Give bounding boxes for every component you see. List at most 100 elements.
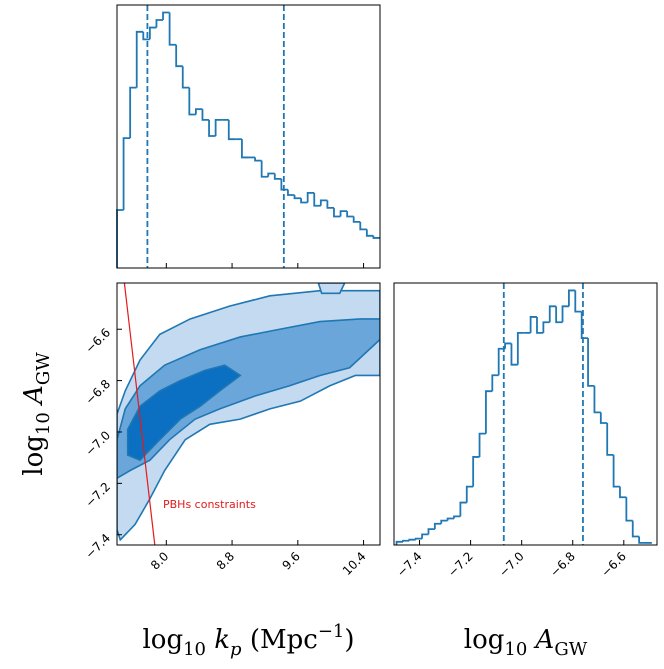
histogram-step (319, 199, 328, 206)
histogram-step (599, 412, 608, 424)
x-tick-label: −6.8 (547, 549, 578, 580)
histogram-step (446, 517, 455, 521)
histogram-step (181, 66, 190, 89)
histogram-step (561, 305, 569, 323)
histogram-step (148, 26, 157, 40)
histogram-step (339, 210, 348, 217)
histogram-step (260, 160, 269, 178)
x-tick-label: −7.4 (394, 549, 425, 580)
contour (117, 318, 380, 480)
histogram-step (555, 306, 563, 324)
histogram-step (135, 30, 144, 88)
y-tick-label: −7.4 (83, 531, 114, 562)
x-axis-label: log10 kp (Mpc−1) (142, 621, 354, 660)
label-part: log (464, 625, 505, 655)
histogram-step (529, 316, 537, 333)
histogram-step (280, 178, 288, 191)
histogram-step (254, 157, 262, 162)
histogram-step (568, 289, 576, 307)
x-axis-label: log10 AGW (464, 625, 588, 660)
axes-frame (116, 4, 381, 269)
histogram-step (195, 108, 203, 115)
histogram-step (142, 31, 150, 41)
y-tick-label: −7.0 (83, 428, 114, 459)
label-part: −1 (318, 621, 345, 642)
histogram-step (459, 501, 467, 517)
histogram-step (346, 211, 354, 218)
histogram-step (188, 87, 196, 116)
histogram-step (453, 515, 461, 519)
label-part: (Mpc (242, 625, 318, 655)
histogram-step (465, 485, 474, 503)
x-tick-label: −7.2 (445, 549, 476, 580)
histogram-step (333, 207, 341, 218)
x-tick-label: −6.6 (598, 549, 629, 580)
axes-frame (116, 282, 381, 546)
histogram-step (497, 347, 506, 376)
histogram-step (287, 189, 295, 196)
histogram-step (440, 519, 448, 524)
histogram-step (536, 316, 544, 334)
histogram-step (485, 390, 493, 434)
histogram-step (359, 221, 367, 231)
histogram-step (587, 338, 595, 387)
histogram-step (395, 540, 403, 545)
histogram-step (402, 539, 410, 542)
x-tick-label: 10.4 (340, 549, 369, 578)
histogram-step (580, 311, 589, 340)
histogram-step (273, 173, 282, 180)
y-axis-label: log10 AGW (19, 352, 54, 476)
histogram-step (427, 528, 435, 535)
histogram-step (548, 305, 557, 323)
histogram-step (433, 522, 442, 530)
histogram-step (129, 86, 137, 139)
histogram-step (574, 290, 582, 313)
y-tick-label: −7.2 (83, 480, 114, 511)
x-tick-label: 9.6 (280, 549, 303, 572)
histogram-step (612, 454, 620, 488)
histogram-step (414, 537, 423, 540)
histogram-step (408, 538, 416, 541)
label-part: 10 (33, 412, 54, 435)
label-part: 10 (183, 639, 206, 660)
contour (317, 283, 346, 295)
histogram-step (510, 343, 518, 366)
label-part: p (230, 639, 242, 660)
label-part: ) (344, 625, 354, 655)
histogram-step (606, 423, 614, 456)
label-part: 10 (504, 639, 527, 660)
histogram-step (306, 191, 315, 203)
label-part: GW (554, 639, 587, 660)
histogram-step (155, 19, 164, 28)
x-tick-label: 8.8 (214, 549, 237, 572)
y-tick-label: −6.6 (83, 325, 114, 356)
histogram-step (631, 520, 640, 538)
histogram-step (208, 119, 216, 137)
histogram-step (504, 342, 512, 349)
histogram-step (241, 139, 249, 159)
histogram-step (168, 12, 177, 46)
x-tick-label: −7.0 (496, 549, 527, 580)
histogram-step (365, 229, 374, 237)
histogram-step (352, 216, 361, 223)
label-part: GW (33, 352, 54, 385)
histogram-step (201, 109, 210, 121)
histogram-step (326, 200, 334, 209)
histogram-step (122, 137, 131, 211)
histogram-step (625, 497, 633, 522)
histogram-step (421, 533, 429, 539)
label-part: k (206, 625, 230, 655)
histogram-step (638, 536, 646, 544)
axes-frame (393, 282, 658, 546)
histogram-step (227, 119, 236, 141)
histogram-step (300, 198, 308, 204)
histogram-step (516, 331, 525, 365)
histogram-step (267, 172, 275, 177)
histogram-step (542, 321, 550, 333)
histogram-step (175, 44, 183, 68)
histogram-step (293, 195, 302, 200)
label-part: log (142, 625, 183, 655)
histogram-step (472, 456, 480, 487)
histogram-step (313, 192, 321, 207)
